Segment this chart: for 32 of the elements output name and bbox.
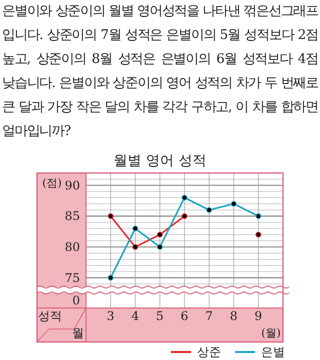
text: 월 [72,326,84,340]
x-tick-label: 4 [131,309,140,323]
point [157,244,163,250]
point [206,207,212,213]
x-tick-label: 7 [205,309,213,323]
text: 0 [72,294,80,308]
point [108,213,114,219]
y-tick-label: 80 [64,240,80,254]
point [157,232,163,238]
chart-title: 월별 영어 성적 [114,153,206,169]
point [230,200,237,207]
x-tick-label: 3 [106,309,114,323]
x-tick-label: 6 [180,309,188,323]
legend-label: 상준 [197,345,221,359]
text: 은별이와 상준이의 월별 영어성적을 나타낸 꺾은선그래프입니다. 상준이의 7월 성적은 은별이의 5월 성적보다 2점 높고, 상준이의 8월 성적은 은별이의 6월 성적보다 4점 낮습니다. 은별이와 상준이의 영어 성적의 차가 두 번째로 큰 달과 가장 작은 달의 차를 각각 구하고, 이 차를 합하면 얼마입니까? [2,3,318,141]
text: 성적 [38,309,62,323]
point [132,226,138,232]
x-tick-label: 5 [156,309,164,323]
point [182,194,188,200]
x-tick-label: 8 [230,309,238,323]
x-axis-title: (월) [261,326,281,340]
point [256,213,262,219]
y-tick-label: 90 [64,178,80,192]
x-tick-label: 9 [254,309,262,323]
y-tick-label: 85 [64,209,80,224]
legend-label: 은별 [261,345,285,359]
y-tick-label: 75 [64,270,80,285]
point [182,213,188,219]
point [132,244,138,250]
point [108,274,114,281]
y-axis-title: (점) [42,176,62,190]
point [256,232,262,238]
